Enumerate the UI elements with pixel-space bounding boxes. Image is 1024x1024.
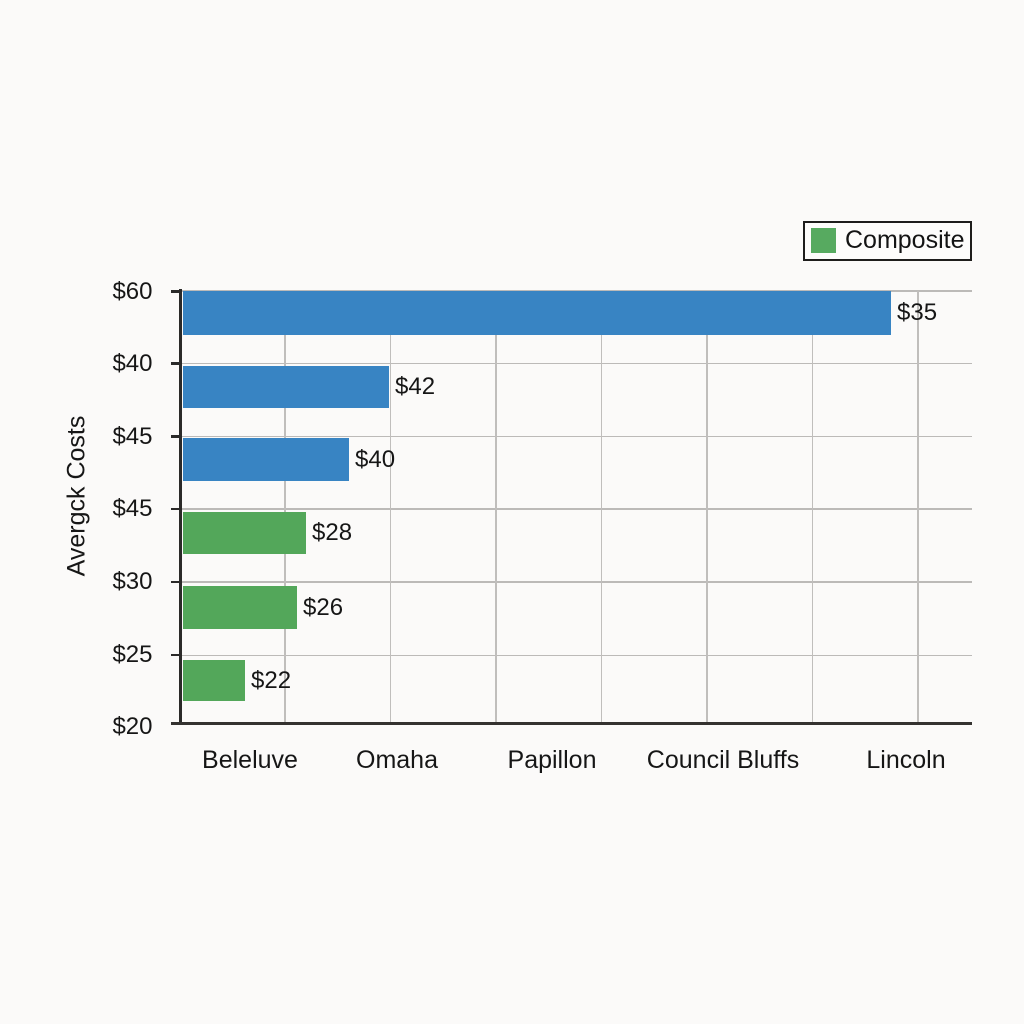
bar-value-label: $26 xyxy=(303,593,344,621)
y-tick-mark xyxy=(170,290,181,293)
bar-value-label: $22 xyxy=(251,666,292,694)
gridline-horizontal xyxy=(181,581,972,583)
bar-42[interactable] xyxy=(182,366,389,408)
bar-28[interactable] xyxy=(182,512,306,554)
y-tick-mark xyxy=(170,362,181,365)
bar-value-label: $42 xyxy=(395,373,436,400)
x-axis-line xyxy=(170,721,972,725)
y-tick-mark xyxy=(170,653,181,657)
gridline-vertical xyxy=(389,291,392,724)
gridline-vertical xyxy=(600,291,603,724)
bar-40[interactable] xyxy=(182,438,349,481)
y-tick-label: $40 xyxy=(112,350,153,377)
gridline-horizontal xyxy=(181,362,972,365)
x-category-label: Omaha xyxy=(356,746,438,774)
x-category-label: Papillon xyxy=(507,746,597,774)
legend-swatch-icon xyxy=(811,228,836,253)
y-tick-label: $60 xyxy=(112,278,153,305)
gridline-vertical xyxy=(811,291,814,724)
y-tick-label: $45 xyxy=(112,495,153,522)
x-category-label: Beleluve xyxy=(202,746,298,774)
bar-26[interactable] xyxy=(182,586,297,629)
gridline-vertical xyxy=(495,291,497,724)
x-category-label: Council Bluffs xyxy=(646,746,800,774)
y-tick-mark xyxy=(170,580,181,584)
y-tick-label: $30 xyxy=(112,568,153,595)
gridline-horizontal xyxy=(181,508,972,510)
y-tick-label: $25 xyxy=(112,641,153,668)
bar-22[interactable] xyxy=(182,660,245,701)
legend[interactable]: Composite xyxy=(803,220,972,261)
gridline-vertical xyxy=(917,291,919,724)
bar-value-label: $40 xyxy=(355,445,396,473)
y-tick-mark xyxy=(170,507,181,511)
y-axis-title: Avergck Costs xyxy=(62,415,91,577)
x-category-label: Lincoln xyxy=(866,746,946,774)
gridline-vertical xyxy=(284,291,286,724)
legend-label: Composite xyxy=(845,226,965,254)
y-tick-label: $45 xyxy=(112,423,153,450)
bar-value-label: $35 xyxy=(897,298,938,326)
bar-value-label: $28 xyxy=(312,519,353,546)
y-tick-label: $20 xyxy=(112,712,153,740)
y-axis-spine xyxy=(179,289,182,724)
gridline-vertical xyxy=(706,291,708,724)
bar-35[interactable] xyxy=(182,290,891,335)
gridline-horizontal xyxy=(181,654,972,657)
y-tick-mark xyxy=(170,435,181,438)
gridline-horizontal xyxy=(181,435,972,438)
